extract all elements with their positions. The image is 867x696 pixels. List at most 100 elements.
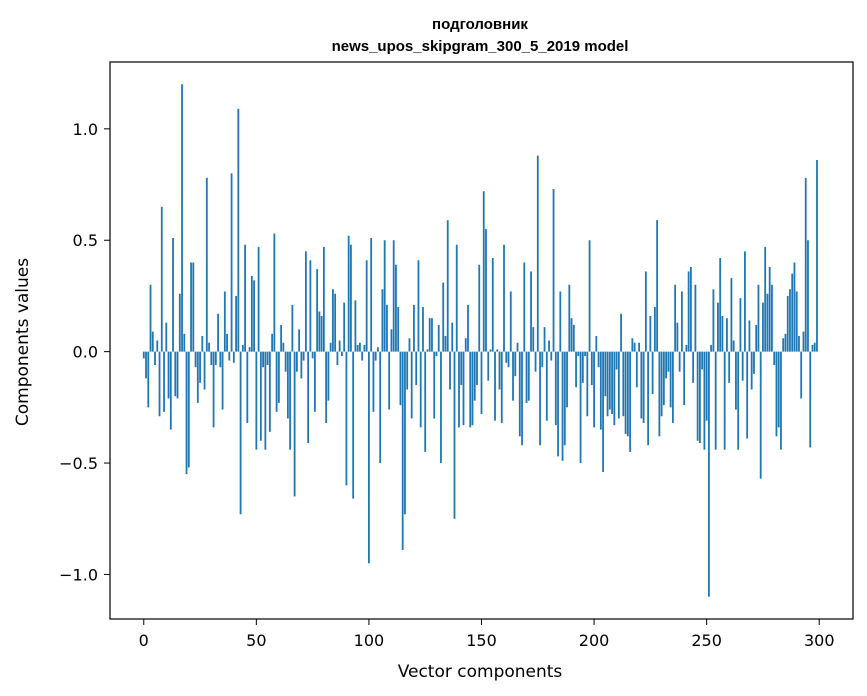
- bar-204: [602, 351, 604, 472]
- bar-177: [541, 351, 544, 368]
- bar-21: [190, 262, 192, 352]
- bar-189: [568, 284, 571, 352]
- bar-54: [264, 351, 267, 450]
- bar-166: [516, 342, 519, 352]
- bar-122: [417, 260, 420, 352]
- bar-271: [753, 351, 755, 374]
- bar-241: [685, 344, 688, 352]
- bar-239: [680, 291, 683, 352]
- bar-285: [784, 333, 787, 352]
- bar-172: [530, 271, 532, 352]
- bar-164: [512, 351, 514, 401]
- bar-227: [653, 307, 656, 352]
- bar-121: [415, 351, 418, 386]
- bar-298: [813, 342, 816, 352]
- bar-1: [145, 351, 147, 379]
- y-axis-ticks: −1.0 −0.5 0.0 0.5 1.0: [59, 120, 110, 584]
- bar-24: [196, 351, 199, 403]
- bar-201: [595, 336, 598, 352]
- bar-259: [726, 318, 728, 352]
- bar-20: [187, 351, 190, 468]
- bar-206: [606, 351, 609, 417]
- bar-269: [748, 320, 751, 352]
- bars-group: [142, 84, 818, 597]
- bar-65: [289, 351, 292, 450]
- bar-77: [316, 269, 319, 352]
- x-tick-label: 100: [354, 631, 385, 650]
- bar-226: [651, 351, 654, 394]
- bar-200: [593, 351, 595, 428]
- bar-202: [597, 351, 600, 368]
- bar-103: [374, 351, 377, 361]
- bar-245: [694, 284, 697, 352]
- bar-144: [467, 304, 469, 352]
- bar-179: [545, 351, 548, 421]
- bar-290: [795, 291, 798, 352]
- bar-221: [640, 351, 643, 419]
- bar-184: [557, 351, 559, 457]
- bar-85: [334, 293, 337, 352]
- bar-276: [764, 246, 767, 352]
- bar-39: [230, 173, 233, 352]
- bar-102: [372, 351, 375, 412]
- bar-5: [154, 351, 156, 366]
- bar-3: [149, 284, 152, 352]
- x-tick-label: 300: [804, 631, 835, 650]
- bar-33: [217, 313, 219, 352]
- bar-32: [214, 351, 217, 366]
- bar-7: [158, 351, 161, 417]
- bar-175: [536, 155, 539, 352]
- bar-113: [397, 307, 400, 352]
- bar-247: [699, 351, 701, 443]
- bar-151: [482, 191, 485, 352]
- bar-115: [401, 351, 404, 550]
- bar-76: [313, 351, 316, 412]
- bar-143: [464, 338, 467, 352]
- bar-156: [494, 351, 496, 421]
- bar-176: [539, 351, 541, 446]
- bar-248: [701, 351, 704, 370]
- bar-288: [791, 273, 794, 352]
- bar-273: [757, 284, 760, 352]
- bar-52: [259, 351, 262, 441]
- x-axis-label: Vector components: [398, 662, 563, 682]
- bar-145: [469, 351, 472, 428]
- bar-261: [730, 278, 733, 352]
- x-axis-ticks: 0 50 100 150 200 250 300: [139, 619, 835, 650]
- bar-110: [390, 329, 393, 352]
- bar-243: [689, 266, 692, 352]
- bar-56: [268, 351, 271, 432]
- bar-208: [611, 351, 613, 415]
- y-axis-label: Components values: [13, 258, 33, 426]
- bar-68: [295, 351, 298, 372]
- bar-260: [728, 351, 731, 383]
- bar-107: [383, 240, 386, 352]
- bar-61: [280, 324, 283, 352]
- bar-296: [809, 351, 812, 448]
- bar-196: [584, 351, 586, 357]
- bar-146: [471, 351, 474, 426]
- bar-283: [780, 351, 782, 450]
- bar-11: [167, 351, 170, 399]
- bar-157: [496, 349, 499, 352]
- bar-44: [241, 344, 244, 352]
- bar-219: [635, 351, 638, 388]
- y-tick-label: 0.5: [73, 231, 98, 250]
- bar-23: [194, 351, 197, 368]
- bar-167: [518, 351, 521, 437]
- bar-278: [768, 266, 771, 352]
- bar-255: [717, 302, 719, 352]
- bar-26: [201, 336, 204, 352]
- bar-235: [671, 351, 674, 423]
- bar-66: [291, 304, 294, 352]
- bar-174: [534, 351, 537, 372]
- bar-80: [322, 246, 325, 352]
- bar-270: [750, 351, 753, 390]
- bar-71: [302, 351, 305, 361]
- bar-135: [446, 220, 449, 352]
- bar-251: [708, 351, 710, 597]
- bar-246: [696, 351, 699, 441]
- bar-75: [311, 351, 314, 359]
- bar-191: [572, 324, 575, 352]
- chart-title: подголовник: [432, 16, 528, 33]
